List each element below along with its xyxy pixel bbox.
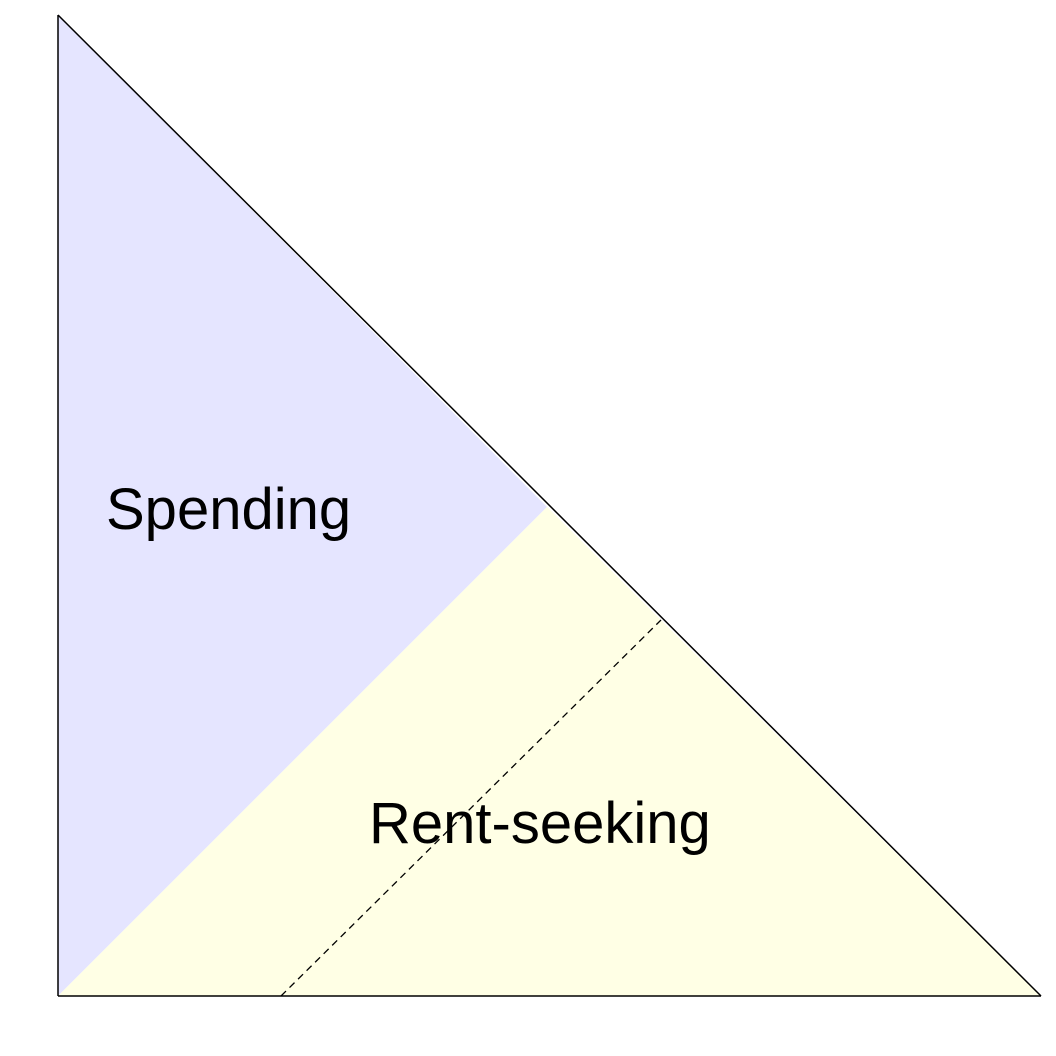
spending-label: Spending [106,477,351,542]
dashed-divider-line [280,619,662,997]
spending-region [58,15,547,996]
hypotenuse-line [57,14,1042,997]
rent-seeking-region [58,507,1040,996]
rent-seeking-label: Rent-seeking [369,791,711,856]
